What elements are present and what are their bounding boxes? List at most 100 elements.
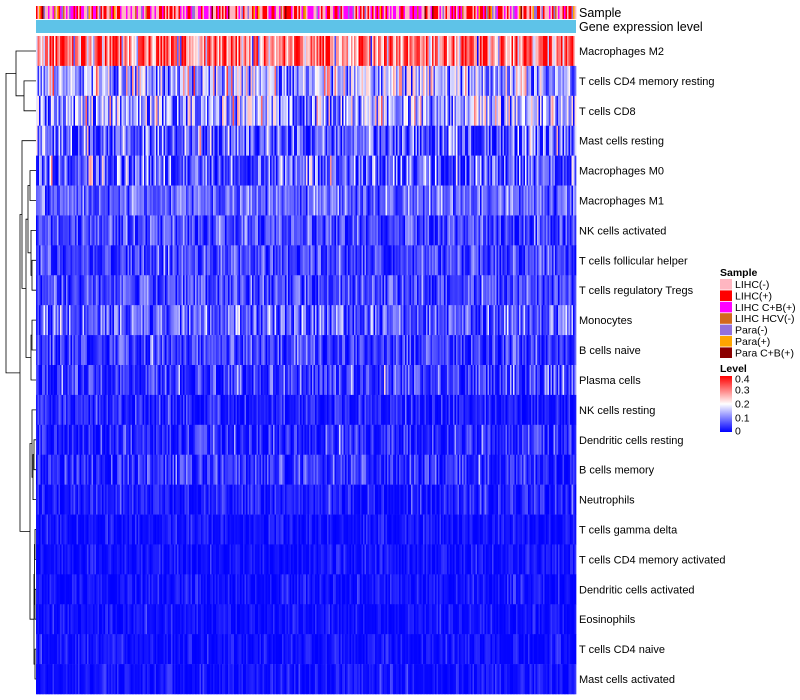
- heatmap-cell: [550, 65, 553, 97]
- heatmap-cell: [297, 185, 299, 216]
- heatmap-cell: [435, 125, 437, 156]
- sample-annotation-cell: [177, 6, 179, 19]
- heatmap-cell: [325, 155, 328, 186]
- heatmap-cell: [282, 185, 284, 216]
- heatmap-cell: [495, 245, 497, 276]
- heatmap-cell: [91, 245, 94, 276]
- heatmap-cell: [369, 275, 371, 306]
- heatmap-cell: [100, 185, 103, 216]
- heatmap-cell: [250, 365, 253, 396]
- heatmap-cell: [169, 365, 172, 396]
- heatmap-cell: [54, 95, 56, 127]
- heatmap-cell: [75, 36, 77, 67]
- heatmap-cell: [457, 335, 460, 366]
- heatmap-cell: [282, 245, 284, 276]
- heatmap-cell: [394, 95, 397, 127]
- heatmap-cell: [39, 185, 41, 216]
- heatmap-cell: [388, 95, 391, 127]
- heatmap-cell: [502, 36, 505, 67]
- sample-annotation-cell: [495, 6, 497, 19]
- heatmap-cell: [250, 185, 253, 216]
- heatmap-cell: [159, 155, 161, 186]
- heatmap-cell: [115, 215, 118, 246]
- heatmap-cell: [102, 155, 104, 186]
- sample-annotation-cell: [367, 6, 370, 19]
- heatmap-cell: [61, 394, 64, 426]
- heatmap-cell: [208, 185, 211, 216]
- heatmap-cell: [468, 215, 470, 246]
- heatmap-cell: [409, 36, 412, 67]
- heatmap-cell: [76, 125, 79, 156]
- heatmap-row: [36, 275, 577, 306]
- heatmap-cell: [402, 125, 404, 156]
- heatmap-cell: [514, 215, 517, 246]
- heatmap-cell: [574, 275, 577, 306]
- heatmap-cell: [553, 36, 556, 67]
- heatmap-cell: [300, 275, 302, 306]
- heatmap-cell: [478, 155, 481, 186]
- heatmap-cell: [348, 275, 350, 306]
- heatmap-cell: [429, 365, 431, 396]
- heatmap-cell: [166, 275, 169, 306]
- heatmap-cell: [283, 394, 286, 426]
- heatmap-cell: [355, 305, 358, 336]
- heatmap-cell: [141, 95, 143, 127]
- heatmap-cell: [168, 215, 170, 246]
- heatmap-cell: [321, 305, 323, 336]
- heatmap-cell: [531, 65, 533, 97]
- heatmap-cell: [513, 215, 515, 246]
- heatmap-cell: [481, 365, 484, 396]
- heatmap-cell: [543, 245, 545, 276]
- heatmap-cell: [355, 185, 358, 216]
- heatmap-cell: [124, 305, 127, 336]
- heatmap-cell: [150, 36, 152, 67]
- heatmap-cell: [204, 95, 206, 127]
- heatmap-cell: [142, 245, 145, 276]
- heatmap-cell: [433, 394, 436, 426]
- heatmap-cell: [468, 335, 470, 366]
- heatmap-cell: [37, 95, 40, 127]
- heatmap-cell: [126, 365, 128, 396]
- heatmap-cell: [94, 335, 97, 366]
- heatmap-cell: [448, 305, 451, 336]
- heatmap-cell: [259, 394, 262, 426]
- heatmap-cell: [408, 365, 410, 396]
- heatmap-cell: [178, 36, 181, 67]
- heatmap-cell: [180, 215, 182, 246]
- heatmap-cell: [439, 365, 442, 396]
- heatmap-cell: [403, 394, 406, 426]
- heatmap-cell: [241, 305, 244, 336]
- heatmap-cell: [354, 245, 356, 276]
- heatmap-cell: [132, 275, 134, 306]
- heatmap-cell: [204, 65, 206, 97]
- heatmap-cell: [247, 335, 250, 366]
- heatmap-cell: [322, 275, 325, 306]
- heatmap-cell: [372, 185, 374, 216]
- heatmap-cell: [171, 215, 173, 246]
- heatmap-cell: [444, 155, 446, 186]
- heatmap-cell: [430, 275, 433, 306]
- heatmap-cell: [207, 36, 209, 67]
- heatmap-cell: [133, 65, 136, 97]
- heatmap-cell: [69, 95, 71, 127]
- heatmap-cell: [75, 394, 77, 426]
- heatmap-cell: [228, 185, 230, 216]
- heatmap-cell: [381, 394, 383, 426]
- heatmap-cell: [345, 215, 347, 246]
- heatmap-cell: [382, 335, 385, 366]
- heatmap-cell: [322, 95, 325, 127]
- heatmap-cell: [501, 36, 503, 67]
- heatmap-cell: [102, 365, 104, 396]
- heatmap-cell: [310, 305, 313, 336]
- heatmap-cell: [393, 36, 395, 67]
- heatmap-cell: [550, 125, 553, 156]
- heatmap-cell: [363, 65, 365, 97]
- heatmap-cell: [397, 215, 400, 246]
- heatmap-cell: [427, 215, 430, 246]
- heatmap-cell: [219, 365, 221, 396]
- heatmap-cell: [330, 215, 332, 246]
- heatmap-cell: [456, 155, 458, 186]
- heatmap-cell: [234, 335, 236, 366]
- heatmap-cell: [427, 365, 430, 396]
- heatmap-cell: [412, 125, 415, 156]
